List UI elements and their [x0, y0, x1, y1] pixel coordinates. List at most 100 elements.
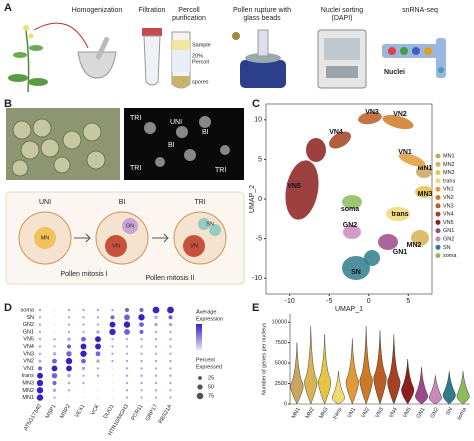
cluster-label: VN5 [287, 183, 301, 190]
dot [38, 345, 42, 348]
violin [456, 371, 470, 405]
dot [125, 359, 129, 363]
size-key-label: 50 [208, 384, 214, 390]
dot [96, 316, 100, 319]
dot [154, 352, 158, 356]
dot [111, 359, 114, 363]
cluster-label: VN2 [393, 111, 407, 118]
arrow [74, 233, 91, 243]
cluster-label: VN3 [365, 109, 379, 116]
dot [124, 307, 130, 313]
legend-label: MN3 [443, 170, 455, 176]
gene-label: MSP2 [59, 404, 72, 420]
dot [140, 389, 143, 392]
dot [38, 352, 42, 356]
percoll-tube-icon [171, 31, 191, 89]
violin [428, 375, 442, 405]
micrograph-label: BI [168, 142, 175, 149]
x-tick-label: 5 [406, 298, 410, 305]
x-tick-label: VN2 [361, 407, 372, 419]
size-key [197, 384, 203, 390]
dot [140, 359, 143, 363]
legend-swatch [435, 211, 441, 217]
legend-swatch [435, 186, 441, 192]
dot [124, 328, 130, 335]
legend-label: SN [443, 245, 451, 251]
gene-label: PCR11 [131, 404, 145, 422]
panel-label: B [4, 98, 12, 110]
dot [52, 352, 57, 356]
dapi-image [124, 108, 244, 180]
arrow [33, 22, 89, 49]
dot [95, 351, 101, 357]
dot [36, 379, 44, 387]
vn-nucleus [183, 235, 205, 257]
dot [97, 389, 99, 392]
violin [373, 330, 387, 405]
dot [154, 359, 158, 363]
dot [109, 328, 116, 336]
dot [139, 329, 144, 334]
x-tick-label: soma [456, 406, 468, 421]
vn-nucleus [105, 235, 127, 257]
cluster-cloud [398, 153, 426, 167]
sn-cell [209, 224, 221, 236]
legend-label: VN5 [443, 220, 454, 226]
dot [111, 308, 114, 312]
dot [140, 337, 143, 341]
dot [96, 323, 100, 326]
dot [53, 323, 56, 326]
micrograph-label: UNI [170, 119, 182, 126]
legend-label: VN3 [443, 203, 454, 209]
cluster-label: VN1 [398, 149, 412, 156]
cluster-label: soma [341, 206, 359, 213]
violin [401, 358, 415, 405]
cluster-label: MN3 [418, 191, 433, 198]
gene-label: VEX1 [74, 404, 86, 419]
dot [169, 367, 172, 370]
dot [169, 359, 172, 363]
percoll-label: Percoll [192, 59, 209, 65]
row-label: MN3 [22, 380, 34, 386]
dot [52, 358, 57, 364]
dot [154, 345, 158, 348]
cluster-cloud [342, 256, 370, 280]
dot [97, 382, 99, 384]
row-label: VN3 [23, 351, 34, 357]
panel-label: A [4, 2, 12, 14]
violin [331, 371, 345, 405]
dot [169, 330, 172, 334]
row-label: VN4 [23, 344, 34, 350]
row-label: soma [21, 307, 35, 313]
legend-swatch [435, 170, 441, 176]
x-tick-label: MN3 [319, 407, 330, 420]
percoll-label: 20% [192, 53, 203, 59]
x-tick-label: MN2 [305, 407, 316, 420]
x-tick-label: MN1 [291, 407, 302, 420]
dot [111, 396, 114, 399]
step-label: Pollen rupture with [233, 7, 291, 14]
cluster-label: SN [351, 269, 361, 276]
y-tick-label: 0 [284, 401, 287, 407]
legend-title: Average [196, 309, 216, 315]
x-tick-label: 0 [367, 298, 371, 305]
dot [111, 382, 114, 384]
percoll-label: spores [192, 79, 209, 85]
dot [81, 336, 86, 342]
dot [80, 350, 87, 357]
dot [169, 396, 172, 399]
step-label: purification [172, 15, 206, 22]
dot [67, 337, 71, 341]
legend-label: VN2 [443, 195, 454, 201]
cluster-cloud [364, 250, 380, 266]
dot [96, 367, 100, 370]
stage-label: TRI [194, 199, 205, 206]
legend-label: GN1 [443, 228, 454, 234]
step-label: Percoll [178, 7, 200, 14]
cluster-label: MN2 [407, 242, 422, 249]
legend-label: VN1 [443, 187, 454, 193]
dot [140, 396, 143, 399]
row-label: MN1 [22, 395, 34, 401]
x-tick-label: VN4 [388, 407, 399, 419]
legend-title: Expressed [196, 364, 222, 370]
